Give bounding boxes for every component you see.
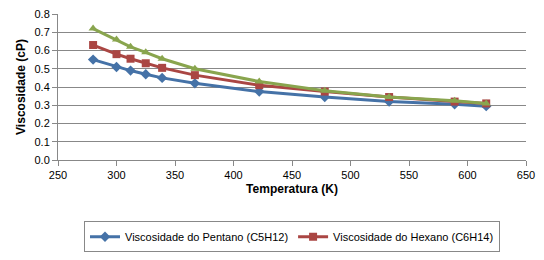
- svg-text:300: 300: [107, 169, 125, 181]
- svg-text:450: 450: [283, 169, 301, 181]
- svg-text:Temperatura (K): Temperatura (K): [246, 182, 338, 196]
- svg-text:250: 250: [49, 169, 67, 181]
- svg-text:0.3: 0.3: [35, 99, 50, 111]
- svg-text:0.7: 0.7: [35, 26, 50, 38]
- svg-text:0.1: 0.1: [35, 136, 50, 148]
- svg-text:550: 550: [400, 169, 418, 181]
- svg-text:650: 650: [517, 169, 535, 181]
- svg-text:0.5: 0.5: [35, 63, 50, 75]
- svg-text:0.2: 0.2: [35, 117, 50, 129]
- svg-text:0.8: 0.8: [35, 8, 50, 20]
- svg-text:400: 400: [224, 169, 242, 181]
- svg-text:500: 500: [341, 169, 359, 181]
- svg-text:600: 600: [458, 169, 476, 181]
- svg-text:0.6: 0.6: [35, 44, 50, 56]
- svg-text:350: 350: [166, 169, 184, 181]
- svg-text:Viscosidade (cP): Viscosidade (cP): [14, 39, 28, 135]
- svg-text:Viscosidade do Pentano (C5H12): Viscosidade do Pentano (C5H12): [125, 231, 288, 243]
- svg-text:0.0: 0.0: [35, 154, 50, 166]
- svg-text:0.4: 0.4: [35, 81, 50, 93]
- svg-text:Viscosidade do Hexano (C6H14): Viscosidade do Hexano (C6H14): [333, 231, 493, 243]
